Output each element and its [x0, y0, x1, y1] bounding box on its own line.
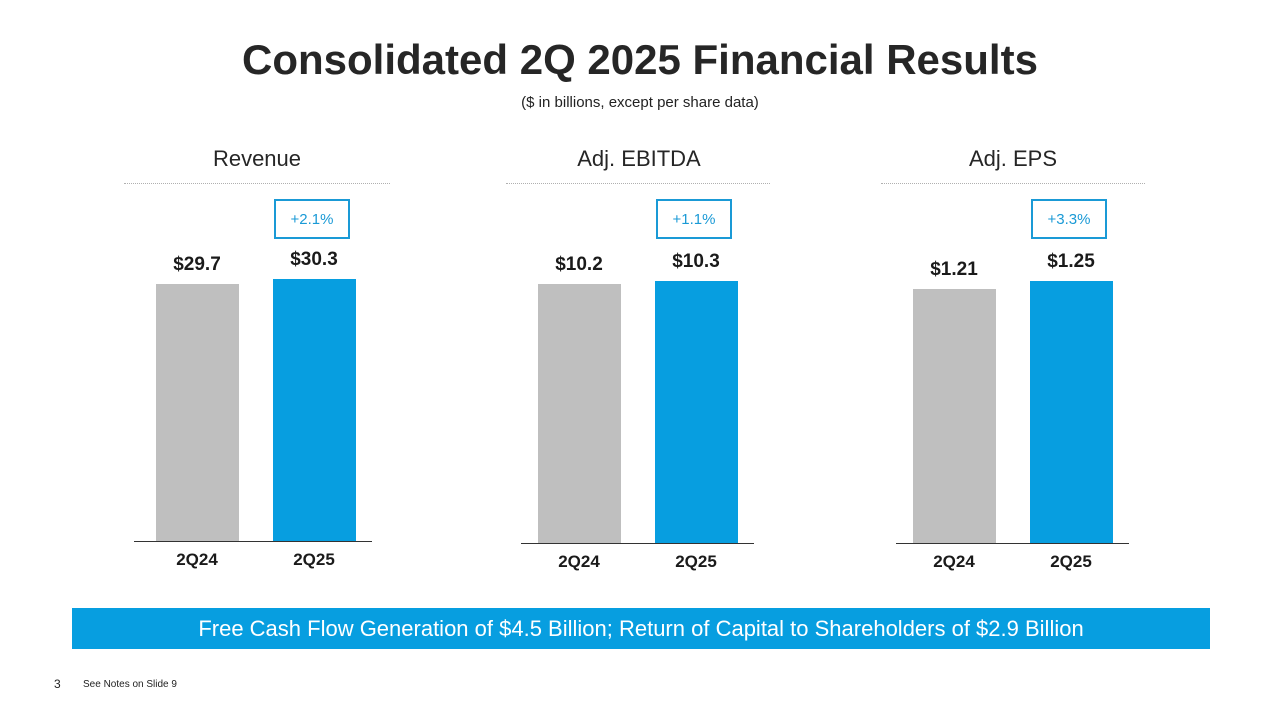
bar-2q24	[156, 284, 239, 541]
page-number: 3	[54, 677, 61, 691]
bar-2q25	[273, 279, 356, 541]
bar-2q25	[1030, 281, 1113, 543]
bar-2q24	[538, 283, 621, 543]
category-label-2q25: 2Q25	[675, 552, 717, 571]
category-label-2q25: 2Q25	[1050, 552, 1092, 571]
x-axis-line	[521, 543, 754, 544]
chart-divider	[881, 183, 1145, 184]
footnote: See Notes on Slide 9	[83, 679, 177, 690]
value-label-2q25: $1.25	[1047, 251, 1095, 272]
chart-divider	[506, 183, 770, 184]
chart-divider	[124, 183, 390, 184]
slide-subtitle: ($ in billions, except per share data)	[521, 94, 759, 111]
revenue-chart: Revenue +2.1% $29.7 $30.3 2Q24 2Q25	[92, 140, 422, 580]
bar-2q24	[913, 289, 996, 543]
value-label-2q24: $10.2	[555, 253, 603, 275]
x-axis-line	[134, 541, 372, 542]
category-label-2q24: 2Q24	[558, 552, 600, 571]
x-axis-line	[896, 543, 1129, 544]
change-badge: +3.3%	[1031, 199, 1107, 239]
chart-title: Adj. EBITDA	[577, 146, 701, 171]
change-badge: +2.1%	[274, 199, 350, 239]
chart-title: Revenue	[212, 146, 302, 171]
value-label-2q24: $1.21	[930, 259, 978, 281]
slide-title: Consolidated 2Q 2025 Financial Results	[242, 36, 1038, 83]
change-badge: +1.1%	[656, 199, 732, 239]
category-label-2q25: 2Q25	[293, 550, 335, 569]
adj-ebitda-chart: Adj. EBITDA +1.1% $10.2 $10.3 2Q24 2Q25	[474, 140, 804, 580]
category-label-2q24: 2Q24	[176, 550, 218, 569]
free-cash-flow-banner: Free Cash Flow Generation of $4.5 Billio…	[72, 608, 1210, 649]
value-label-2q25: $30.3	[290, 249, 338, 270]
bar-2q25	[655, 281, 738, 543]
adj-eps-chart: Adj. EPS +3.3% $1.21 $1.25 2Q24 2Q25	[848, 140, 1178, 580]
value-label-2q24: $29.7	[173, 254, 221, 276]
chart-title: Adj. EPS	[968, 146, 1058, 171]
category-label-2q24: 2Q24	[933, 552, 975, 571]
value-label-2q25: $10.3	[672, 251, 720, 272]
